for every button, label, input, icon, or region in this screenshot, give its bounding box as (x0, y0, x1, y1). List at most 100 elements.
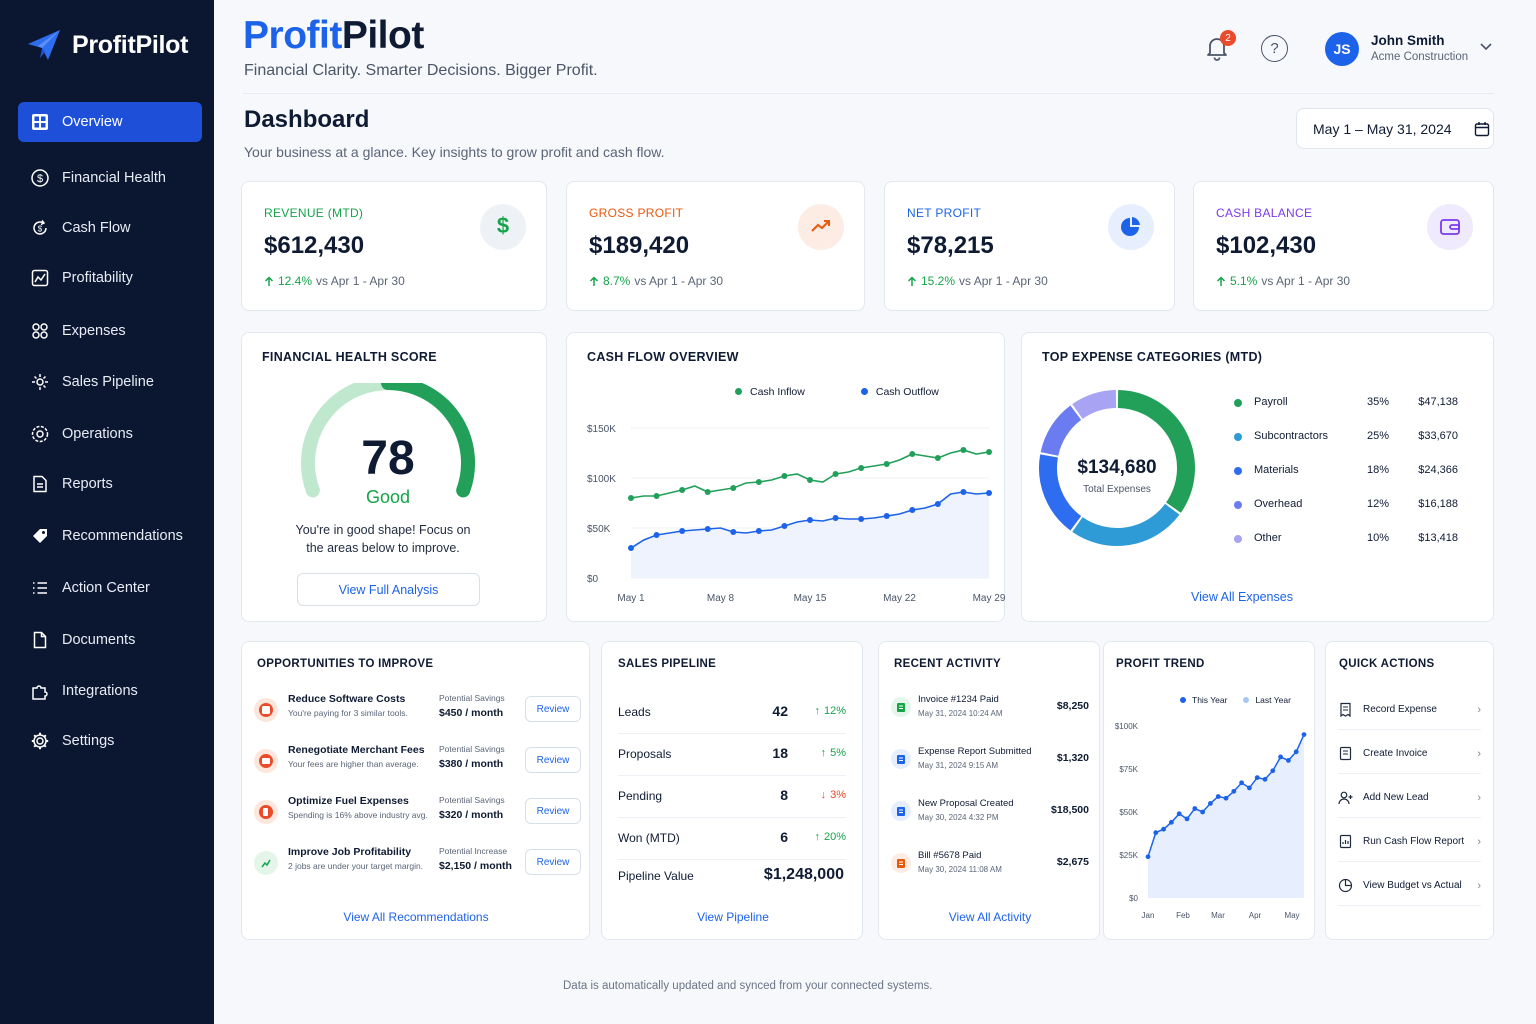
sidebar-item-sales-pipeline[interactable]: Sales Pipeline (18, 362, 202, 402)
receipt-icon (1340, 702, 1351, 717)
activity-row[interactable]: New Proposal Created May 30, 2024 4:32 PM… (891, 798, 1089, 842)
sidebar-item-cash-flow[interactable]: $ Cash Flow (18, 208, 202, 248)
profit-point (1208, 801, 1213, 806)
sidebar-item-action-center[interactable]: Action Center (18, 568, 202, 608)
sidebar-item-settings[interactable]: Settings (18, 721, 202, 761)
x-tick-label: Apr (1249, 911, 1262, 920)
expense-pct: 12% (1367, 498, 1390, 510)
brand[interactable]: ProfitPilot (26, 28, 188, 62)
kpi-card-cash-balance[interactable]: CASH BALANCE $102,430 5.1% vs Apr 1 - Apr 3… (1193, 181, 1494, 311)
quick-action-view-budget-vs-actual[interactable]: View Budget vs Actual › (1338, 872, 1481, 906)
pipeline-row[interactable]: Pending 8 ↓ 3% (618, 776, 846, 818)
profit-point (1293, 749, 1299, 755)
sidebar-item-operations[interactable]: Operations (18, 414, 202, 454)
sidebar-item-financial-health[interactable]: $ Financial Health (18, 158, 202, 198)
chevron-right-icon: › (1477, 880, 1481, 892)
kpi-card-revenue-mtd[interactable]: REVENUE (MTD) $612,430 12.4% vs Apr 1 - Apr… (241, 181, 547, 311)
view-full-analysis-button[interactable]: View Full Analysis (297, 573, 480, 606)
logo-title-part2: Pilot (341, 14, 425, 57)
help-icon: ? (1270, 40, 1279, 57)
opportunity-icon-badge (254, 749, 278, 773)
pipeline-row[interactable]: Proposals 18 ↑ 5% (618, 734, 846, 776)
sidebar-item-profitability[interactable]: Profitability (18, 258, 202, 298)
chevron-down-icon[interactable] (1480, 42, 1492, 52)
date-range-picker[interactable]: May 1 – May 31, 2024 (1296, 108, 1494, 149)
sidebar-item-integrations[interactable]: Integrations (18, 671, 202, 711)
health-message: You're in good shape! Focus on the areas… (242, 521, 524, 557)
checklist-icon (33, 582, 47, 594)
view-all-recommendations-link[interactable]: View All Recommendations (343, 910, 489, 924)
expense-legend-row: Payroll 35% $47,138 (1234, 395, 1472, 411)
expense-name: Other (1254, 532, 1282, 544)
pipeline-row[interactable]: Won (MTD) 6 ↑ 20% (618, 818, 846, 860)
wallet-icon (1440, 219, 1460, 235)
profit-point (1254, 775, 1260, 780)
pipeline-delta-pct: 20% (823, 831, 846, 843)
expenses-title: TOP EXPENSE CATEGORIES (MTD) (1042, 350, 1263, 364)
sidebar-item-overview[interactable]: Overview (18, 102, 202, 142)
kpi-card-net-profit[interactable]: NET PROFIT $78,215 15.2% vs Apr 1 - Apr 30 (884, 181, 1175, 311)
legend-dot (1234, 467, 1242, 475)
notification-badge: 2 (1220, 30, 1236, 46)
kpi-delta: 5.1% vs Apr 1 - Apr 30 (1216, 274, 1350, 288)
y-tick-label: $0 (587, 574, 599, 585)
health-title: FINANCIAL HEALTH SCORE (262, 350, 437, 364)
activity-row[interactable]: Bill #5678 Paid May 30, 2024 11:08 AM $2,6… (891, 850, 1089, 894)
cash-inflow-point (960, 447, 967, 453)
opportunity-icon-badge (254, 698, 278, 722)
sidebar-item-recommendations[interactable]: Recommendations (18, 516, 202, 556)
view-all-activity-link[interactable]: View All Activity (948, 910, 1032, 924)
review-button[interactable]: Review (525, 747, 581, 773)
quick-action-add-new-lead[interactable]: Add New Lead › (1338, 784, 1481, 818)
pipeline-row[interactable]: Leads 42 ↑ 12% (618, 692, 846, 734)
opportunity-desc: Your fees are higher than average. (288, 759, 419, 769)
expense-pct: 18% (1367, 464, 1390, 476)
cash-inflow-point (781, 473, 788, 479)
sidebar-item-label: Overview (62, 114, 123, 130)
activity-row[interactable]: Invoice #1234 Paid May 31, 2024 10:24 AM $… (891, 694, 1089, 738)
help-button[interactable]: ? (1261, 35, 1288, 62)
profit-point (1192, 806, 1198, 811)
activity-time: May 31, 2024 9:15 AM (918, 761, 999, 770)
cash-outflow-point (755, 528, 762, 534)
review-button[interactable]: Review (525, 798, 581, 824)
x-tick-label: May 29 (973, 593, 1006, 604)
cash-inflow-point (730, 485, 737, 491)
activity-row[interactable]: Expense Report Submitted May 31, 2024 9:1… (891, 746, 1089, 790)
cash-outflow-point (653, 532, 660, 538)
avatar[interactable]: JS (1325, 32, 1359, 66)
activity-time: May 31, 2024 10:24 AM (918, 709, 1003, 718)
legend-outflow-label: Cash Outflow (875, 386, 939, 398)
view-all-expenses-link[interactable]: View All Expenses (1191, 590, 1293, 604)
sidebar-item-expenses[interactable]: Expenses (18, 311, 202, 351)
health-message-line1: You're in good shape! Focus on (295, 523, 471, 537)
profit-point (1231, 788, 1237, 794)
kpi-card-gross-profit[interactable]: GROSS PROFIT $189,420 8.7% vs Apr 1 - Apr 3… (566, 181, 865, 311)
profit-trend-card: PROFIT TREND This Year Last Year $0 $25K $… (1103, 641, 1315, 940)
review-button[interactable]: Review (525, 696, 581, 722)
cash-outflow-point (807, 517, 813, 523)
health-rating: Good (365, 487, 411, 507)
sidebar-item-label: Integrations (62, 683, 138, 699)
kpi-compare: vs Apr 1 - Apr 30 (634, 274, 724, 288)
view-pipeline-link[interactable]: View Pipeline (697, 910, 769, 924)
profit-point (1169, 819, 1174, 825)
sidebar-item-reports[interactable]: Reports (18, 464, 202, 504)
quick-action-record-expense[interactable]: Record Expense › (1338, 696, 1481, 730)
arrow-up-icon (264, 275, 274, 286)
gear-icon (31, 732, 49, 750)
profit-point (1200, 809, 1205, 815)
quick-action-create-invoice[interactable]: Create Invoice › (1338, 740, 1481, 774)
quick-action-run-cash-flow-report[interactable]: Run Cash Flow Report › (1338, 828, 1481, 862)
opportunities-card: OPPORTUNITIES TO IMPROVE View All Recomm… (241, 641, 590, 940)
sidebar-item-documents[interactable]: Documents (18, 620, 202, 660)
pipeline-value: $1,248,000 (763, 866, 844, 883)
user-name[interactable]: John Smith (1371, 33, 1445, 48)
page-logo-title: ProfitPilot (243, 14, 424, 58)
cash-inflow-point (628, 495, 634, 501)
sidebar-item-label: Cash Flow (62, 220, 131, 236)
activity-icon-badge (891, 853, 911, 873)
legend-dot (1234, 535, 1242, 543)
cash-outflow-point (781, 523, 788, 529)
review-button[interactable]: Review (525, 849, 581, 875)
